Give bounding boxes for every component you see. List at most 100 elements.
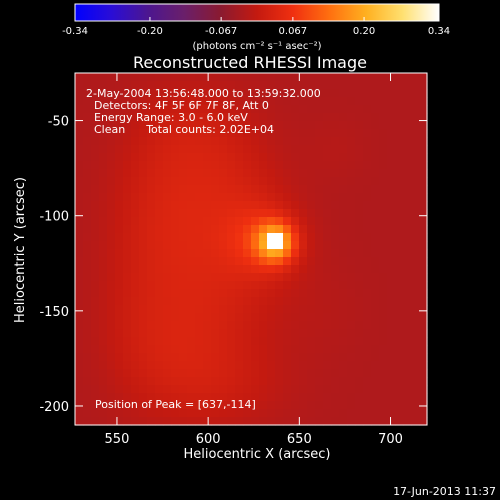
- heatmap-cell: [267, 281, 276, 290]
- heatmap-cell: [403, 105, 412, 114]
- heatmap-cell: [139, 177, 148, 186]
- heatmap-cell: [291, 297, 300, 306]
- x-axis-title: Heliocentric X (arcsec): [184, 447, 331, 462]
- heatmap-cell: [299, 81, 308, 90]
- heatmap-cell: [283, 161, 292, 170]
- heatmap-cell: [115, 313, 124, 322]
- heatmap-cell: [299, 233, 308, 242]
- heatmap-cell: [323, 161, 332, 170]
- heatmap-cell: [91, 81, 100, 90]
- heatmap-cell: [83, 249, 92, 258]
- heatmap-cell: [139, 137, 148, 146]
- heatmap-cell: [379, 257, 388, 266]
- heatmap-cell: [315, 361, 324, 370]
- heatmap-cell: [323, 281, 332, 290]
- heatmap-cell: [331, 257, 340, 266]
- heatmap-cell: [355, 297, 364, 306]
- heatmap-cell: [131, 353, 140, 362]
- heatmap-cell: [379, 137, 388, 146]
- heatmap-cell: [315, 161, 324, 170]
- heatmap-cell: [355, 305, 364, 314]
- heatmap-cell: [315, 321, 324, 330]
- heatmap-cell: [203, 297, 212, 306]
- heatmap-cell: [347, 321, 356, 330]
- heatmap-cell: [395, 409, 404, 418]
- heatmap-cell: [131, 193, 140, 202]
- heatmap-cell: [91, 273, 100, 282]
- heatmap-cell: [331, 337, 340, 346]
- heatmap-cell: [387, 329, 396, 338]
- heatmap-cell: [275, 345, 284, 354]
- heatmap-cell: [131, 137, 140, 146]
- heatmap-cell: [147, 217, 156, 226]
- heatmap-cell: [211, 153, 220, 162]
- heatmap-cell: [347, 201, 356, 210]
- heatmap-cell: [355, 249, 364, 258]
- heatmap-cell: [323, 233, 332, 242]
- heatmap-cell: [115, 393, 124, 402]
- heatmap-cell: [411, 129, 420, 138]
- heatmap-cell: [323, 105, 332, 114]
- heatmap-cell: [315, 377, 324, 386]
- heatmap-cell: [403, 353, 412, 362]
- heatmap-cell: [355, 417, 364, 426]
- heatmap-cell: [163, 201, 172, 210]
- heatmap-cell: [267, 97, 276, 106]
- heatmap-cell: [347, 177, 356, 186]
- heatmap-cell: [251, 257, 260, 266]
- heatmap-cell: [83, 337, 92, 346]
- heatmap-cell: [387, 209, 396, 218]
- heatmap-cell: [115, 385, 124, 394]
- heatmap-cell: [395, 393, 404, 402]
- heatmap-cell: [315, 329, 324, 338]
- heatmap-cell: [91, 201, 100, 210]
- heatmap-cell: [195, 225, 204, 234]
- heatmap-cell: [115, 81, 124, 90]
- heatmap-cell: [219, 225, 228, 234]
- heatmap-cell: [323, 177, 332, 186]
- heatmap-cell: [99, 153, 108, 162]
- heatmap-cell: [131, 313, 140, 322]
- heatmap-cell: [267, 201, 276, 210]
- heatmap-cell: [227, 417, 236, 426]
- heatmap-cell: [315, 345, 324, 354]
- heatmap-cell: [163, 361, 172, 370]
- heatmap-cell: [371, 153, 380, 162]
- heatmap-cell: [323, 345, 332, 354]
- heatmap-cell: [355, 313, 364, 322]
- heatmap-cell: [203, 273, 212, 282]
- heatmap-cell: [235, 105, 244, 114]
- heatmap-cell: [83, 201, 92, 210]
- heatmap-cell: [203, 353, 212, 362]
- heatmap-cell: [251, 105, 260, 114]
- heatmap-cell: [315, 137, 324, 146]
- heatmap-cell: [347, 225, 356, 234]
- heatmap-cell: [355, 345, 364, 354]
- heatmap-cell: [395, 73, 404, 82]
- heatmap-cell: [267, 321, 276, 330]
- heatmap-cell: [219, 193, 228, 202]
- heatmap-cell: [315, 241, 324, 250]
- heatmap-cell: [123, 177, 132, 186]
- heatmap-cell: [243, 193, 252, 202]
- heatmap-cell: [91, 361, 100, 370]
- heatmap-cell: [235, 377, 244, 386]
- heatmap-cell: [403, 401, 412, 410]
- heatmap-cell: [363, 113, 372, 122]
- heatmap-cell: [75, 297, 84, 306]
- heatmap-cell: [227, 201, 236, 210]
- heatmap-cell: [291, 225, 300, 234]
- heatmap-cell: [363, 145, 372, 154]
- heatmap-cell: [331, 361, 340, 370]
- heatmap-cell: [243, 273, 252, 282]
- heatmap-cell: [411, 385, 420, 394]
- heatmap-cell: [291, 417, 300, 426]
- heatmap-cell: [91, 313, 100, 322]
- heatmap-cell: [267, 113, 276, 122]
- heatmap-cell: [91, 137, 100, 146]
- heatmap-cell: [155, 377, 164, 386]
- heatmap-cell: [403, 89, 412, 98]
- heatmap-cell: [387, 169, 396, 178]
- heatmap-cell: [195, 329, 204, 338]
- heatmap-cell: [203, 169, 212, 178]
